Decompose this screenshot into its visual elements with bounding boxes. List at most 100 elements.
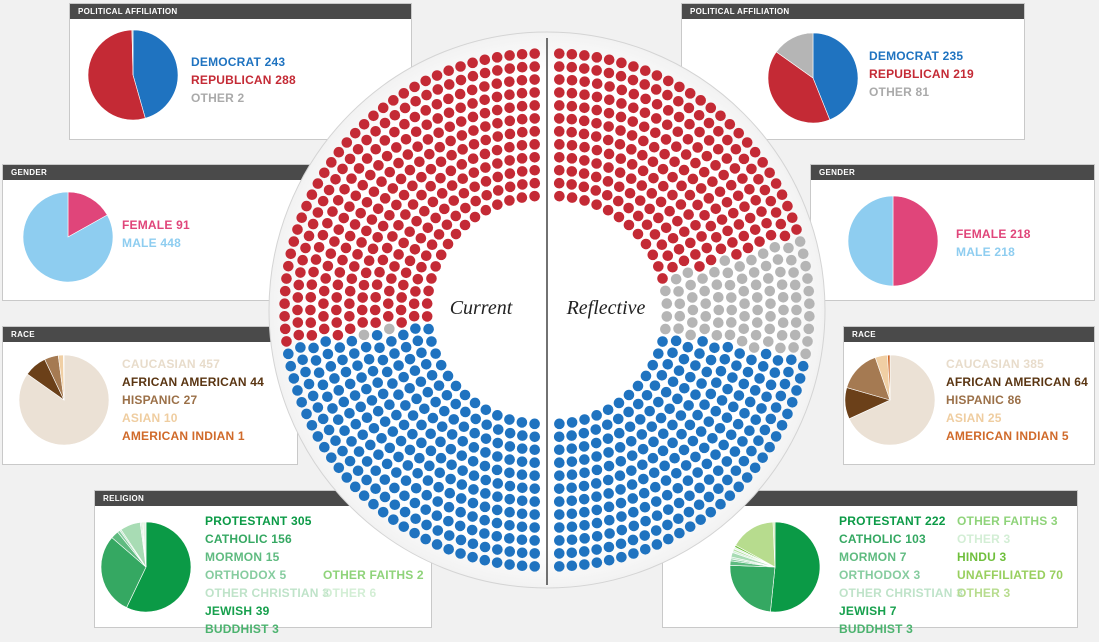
seat [307,218,319,230]
seat [655,412,667,424]
pie-slice-8 [142,521,147,568]
seat [381,242,393,254]
seat [789,279,801,291]
seat [616,84,628,96]
seat [529,444,541,456]
seat [529,139,540,150]
seat [650,496,662,507]
seat [422,222,434,234]
seat [625,436,637,447]
seat [749,385,761,396]
seat [349,390,361,401]
seat [628,102,639,114]
seat [468,125,479,136]
pie-slice-2 [775,32,814,79]
legend-current-gender: FEMALE 91 MALE 448 [122,216,190,252]
seat [480,433,492,444]
seat [775,390,787,402]
seat [685,371,696,383]
seat [356,372,367,383]
seat [419,403,430,415]
legend-current-race: CAUCASIAN 457 AFRICAN AMERICAN 44 HISPANIC… [122,355,264,445]
seat [579,533,590,544]
seat [725,179,737,191]
seat [651,98,663,110]
seat [455,74,467,86]
seat [398,371,409,383]
seat [384,323,395,335]
seat [529,496,541,507]
seat [346,335,358,347]
seat [553,48,565,59]
seat [467,57,478,69]
seat [456,159,468,170]
legend-item: JEWISH 39 [205,604,270,618]
seat [504,128,516,140]
seat [366,214,378,225]
seat [591,464,603,476]
seat [679,226,690,238]
seat [353,163,365,174]
seat [329,373,340,384]
seat [443,79,455,90]
seat [797,248,809,260]
seat [626,465,637,476]
seat [710,160,721,171]
seat [757,452,768,463]
seat [757,361,769,372]
seat [673,513,684,525]
seat [427,412,439,424]
seat [435,172,446,184]
seat [376,433,387,444]
seat [371,330,383,341]
seat [516,547,528,559]
seat [516,153,528,164]
seat [664,205,675,217]
seat [613,427,625,439]
seat [470,413,482,425]
seat [683,506,695,518]
seat [616,57,627,69]
seat [361,412,373,424]
seat [638,135,649,147]
seat [372,377,384,389]
seat [455,534,467,546]
seat [379,193,391,204]
seat [404,255,416,267]
seat [579,506,590,518]
seat [759,424,771,436]
seat [741,137,753,148]
seat [479,528,490,539]
seat [415,376,427,388]
pie-current-political [87,29,179,121]
seat [389,109,401,121]
seat [712,143,724,155]
seat [730,465,742,477]
seat [409,365,421,377]
seat [626,130,638,141]
seat [779,378,791,390]
seat [657,163,669,175]
seat [516,192,528,203]
seat [377,102,389,114]
seat [443,65,455,77]
seat [480,204,492,216]
seat [627,116,639,127]
seat [371,279,383,290]
seat [601,189,613,201]
seat [323,184,335,196]
seat [381,366,393,378]
seat [657,445,669,457]
seat [492,185,504,196]
seat [358,118,370,130]
seat [554,100,565,111]
pie-slice-0 [892,195,939,287]
seat [699,209,710,221]
seat [660,134,672,145]
seat [719,255,731,267]
seat [612,413,624,425]
seat [479,541,491,553]
seat [529,61,541,72]
seat [481,419,493,431]
seat [739,310,750,322]
